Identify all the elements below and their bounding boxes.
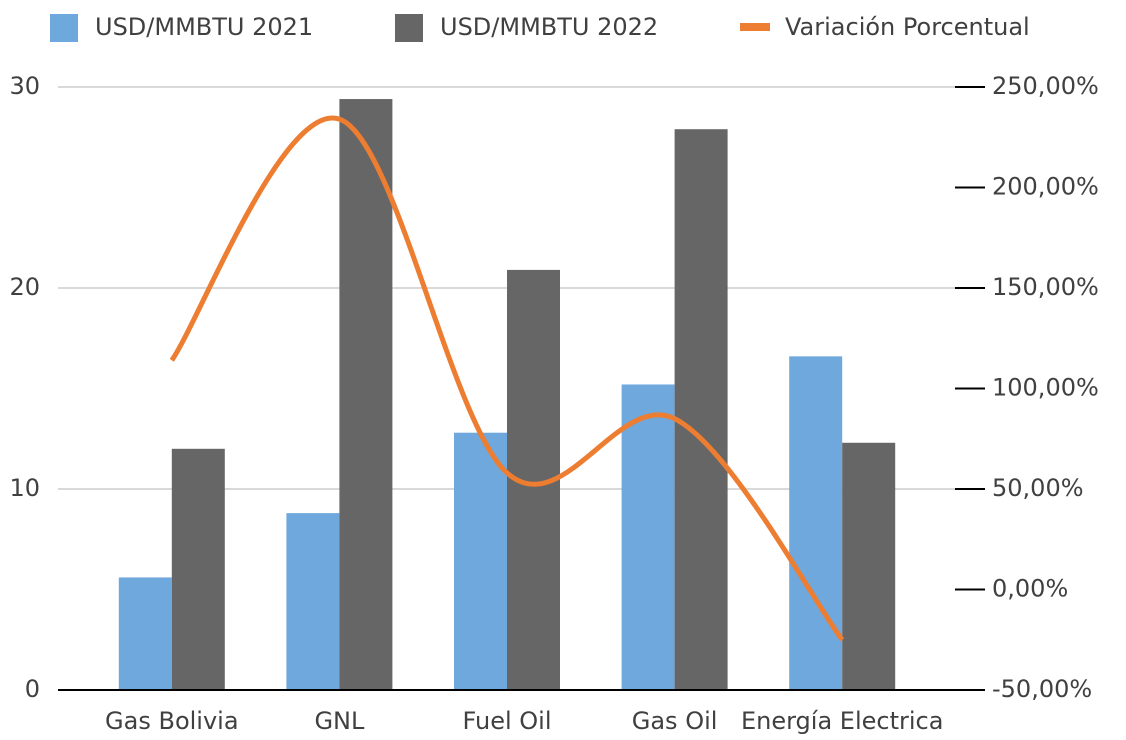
bar	[454, 432, 507, 690]
y-tick-label: 30	[9, 72, 40, 100]
legend-swatch	[50, 14, 78, 42]
y-tick-label: 20	[9, 273, 40, 301]
y2-tick-label: 250,00%	[992, 72, 1099, 100]
bar	[286, 513, 340, 690]
y2-tick-label: 200,00%	[992, 173, 1099, 201]
bar	[789, 356, 843, 690]
y-tick-label: 0	[25, 675, 40, 703]
y2-tick-label: -50,00%	[992, 675, 1092, 703]
x-tick-label: Gas Bolivia	[105, 707, 239, 735]
y2-tick-label: 0,00%	[992, 575, 1068, 603]
legend-label: USD/MMBTU 2022	[440, 13, 658, 41]
legend-swatch	[740, 23, 770, 31]
legend-swatch	[395, 14, 423, 42]
x-tick-label: Gas Oil	[632, 707, 718, 735]
bar	[339, 99, 393, 690]
x-tick-label: Energía Electrica	[741, 707, 943, 735]
bar	[842, 442, 896, 690]
y2-tick-label: 50,00%	[992, 474, 1084, 502]
y2-tick-label: 150,00%	[992, 273, 1099, 301]
x-tick-label: Fuel Oil	[463, 707, 552, 735]
y2-tick-label: 100,00%	[992, 374, 1099, 402]
legend-label: Variación Porcentual	[785, 13, 1030, 41]
bar	[674, 129, 728, 690]
line-series	[169, 115, 845, 642]
y-tick-label: 10	[9, 474, 40, 502]
x-tick-label: GNL	[314, 707, 365, 735]
bar	[621, 384, 675, 690]
legend-label: USD/MMBTU 2021	[95, 13, 313, 41]
bar	[118, 577, 172, 690]
bar	[171, 448, 225, 690]
